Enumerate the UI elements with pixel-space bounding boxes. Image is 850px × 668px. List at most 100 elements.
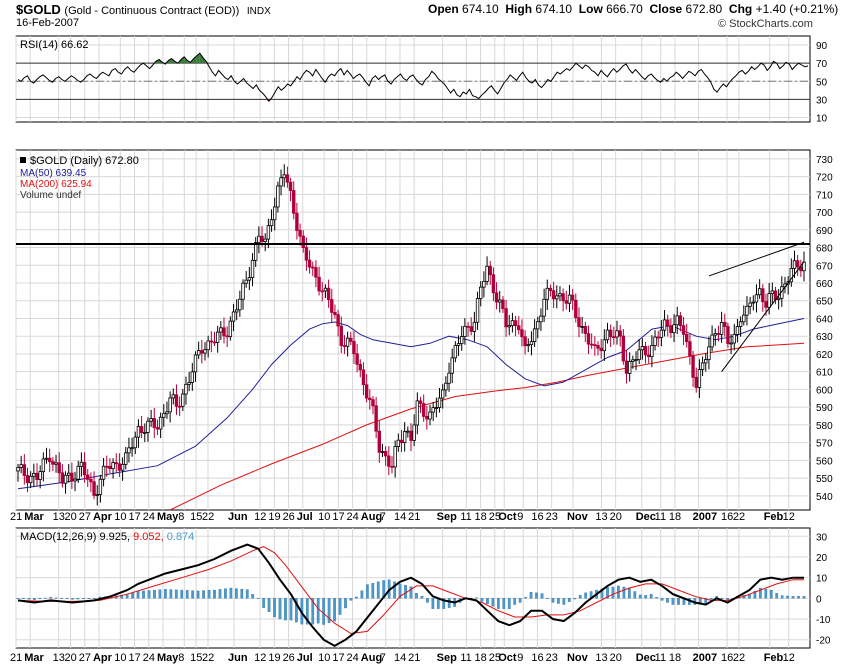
x-axis-label: 17 xyxy=(332,511,344,523)
candle-body xyxy=(418,400,423,404)
candle-body xyxy=(735,326,740,335)
macd-histogram-bar xyxy=(758,587,762,599)
candle-body xyxy=(260,235,264,242)
candle-body xyxy=(19,464,23,468)
candle-body xyxy=(402,431,407,443)
candle-body xyxy=(162,413,166,418)
x-axis-label: 13 xyxy=(595,652,607,664)
candle-body xyxy=(117,463,122,471)
x-axis-label: 23 xyxy=(546,511,558,523)
candle-body xyxy=(742,314,746,323)
macd-histogram-bar xyxy=(567,598,571,602)
macd-histogram-bar xyxy=(709,598,713,600)
macd-histogram-bar xyxy=(147,590,151,599)
macd-histogram-bar xyxy=(355,596,358,599)
candle-body xyxy=(536,321,540,330)
macd-histogram-bar xyxy=(802,596,806,599)
macd-histogram-bar xyxy=(677,598,680,605)
macd-histogram-bar xyxy=(278,598,282,620)
macd-histogram-bar xyxy=(524,597,527,599)
x-axis-label: 24 xyxy=(347,652,359,664)
macd-histogram-bar xyxy=(234,588,238,599)
trend-line-upper xyxy=(708,241,805,277)
candle-body xyxy=(643,346,648,356)
macd-histogram-bar xyxy=(573,598,577,600)
macd-histogram-bar xyxy=(518,598,522,603)
macd-histogram-bar xyxy=(769,589,773,599)
candle-body xyxy=(757,288,762,296)
x-axis-label: 22 xyxy=(733,511,745,523)
x-axis-label: Feb xyxy=(764,652,784,664)
macd-histogram-bar xyxy=(262,598,265,608)
macd-histogram-bar xyxy=(251,594,255,599)
candle-body xyxy=(44,457,49,460)
macd-histogram-bar xyxy=(529,591,533,599)
macd-tick-label: -20 xyxy=(816,636,831,647)
candle-body xyxy=(450,357,454,374)
candle-body xyxy=(399,439,404,443)
candle-body xyxy=(570,294,575,301)
x-axis-label: 24 xyxy=(143,652,155,664)
x-axis-label: 19 xyxy=(268,652,280,664)
candle-body xyxy=(719,321,724,335)
macd-histogram-bar xyxy=(557,598,560,604)
candle-body xyxy=(336,314,340,327)
candle-body xyxy=(292,190,296,214)
macd-histogram-bar xyxy=(491,598,495,607)
x-axis-label: Jun xyxy=(228,511,248,523)
candle-body xyxy=(263,238,267,242)
macd-histogram-bar xyxy=(27,598,31,600)
candle-body xyxy=(111,462,115,470)
macd-panel: -20 -10 0 10 20 30 MACD(12,26,9) 9.925, 9.052,… xyxy=(15,527,831,649)
price-tick-label: 720 xyxy=(816,173,833,184)
candle-body xyxy=(257,235,261,243)
x-axis-label: 14 xyxy=(394,511,406,523)
macd-histogram-bar xyxy=(245,589,249,599)
candle-body xyxy=(298,230,302,237)
macd-histogram-bar xyxy=(16,598,20,599)
macd-histogram-bar xyxy=(164,589,167,599)
macd-histogram-bar xyxy=(224,588,227,599)
high-label: High xyxy=(505,2,533,16)
x-axis-label: 14 xyxy=(394,652,406,664)
x-axis-label: Jun xyxy=(228,652,248,664)
candle-body xyxy=(28,475,33,484)
x-axis-label: 21 xyxy=(408,652,420,664)
price-tick-label: 610 xyxy=(816,368,833,379)
x-axis-label: Oct xyxy=(498,652,517,664)
macd-histogram-bar xyxy=(202,590,205,599)
macd-histogram-bar xyxy=(376,581,380,599)
macd-histogram-bar xyxy=(371,583,375,599)
price-tick-label: 710 xyxy=(816,190,833,201)
macd-histogram-bar xyxy=(496,598,500,609)
candle-body xyxy=(101,465,106,480)
candle-body xyxy=(234,309,239,313)
price-frame xyxy=(15,149,811,511)
candle-body xyxy=(269,219,274,227)
candle-body xyxy=(688,341,692,357)
macd-histogram-bar xyxy=(153,589,156,599)
candle-body xyxy=(650,345,654,358)
macd-histogram-bar xyxy=(578,595,582,599)
candle-body xyxy=(580,325,584,328)
x-axis-label: 16 xyxy=(531,511,543,523)
candle-body xyxy=(47,457,52,462)
ma200-line xyxy=(169,342,805,511)
candle-body xyxy=(726,326,730,344)
x-axis-label: 22 xyxy=(733,652,745,664)
macd-histogram-bar xyxy=(393,581,396,599)
candle-body xyxy=(618,330,622,337)
candle-body xyxy=(691,355,695,378)
macd-histogram-bar xyxy=(649,594,653,599)
x-axis-label: Oct xyxy=(498,511,517,523)
candle-body xyxy=(250,259,255,278)
macd-histogram-bar xyxy=(43,597,47,599)
close-label: Close xyxy=(649,2,683,16)
macd-histogram-bar xyxy=(551,598,555,603)
candle-body xyxy=(428,411,432,420)
macd-histogram-bar xyxy=(38,598,42,600)
candle-body xyxy=(279,177,283,187)
candle-body xyxy=(393,446,397,468)
candle-body xyxy=(181,393,185,407)
candle-body xyxy=(209,340,214,343)
